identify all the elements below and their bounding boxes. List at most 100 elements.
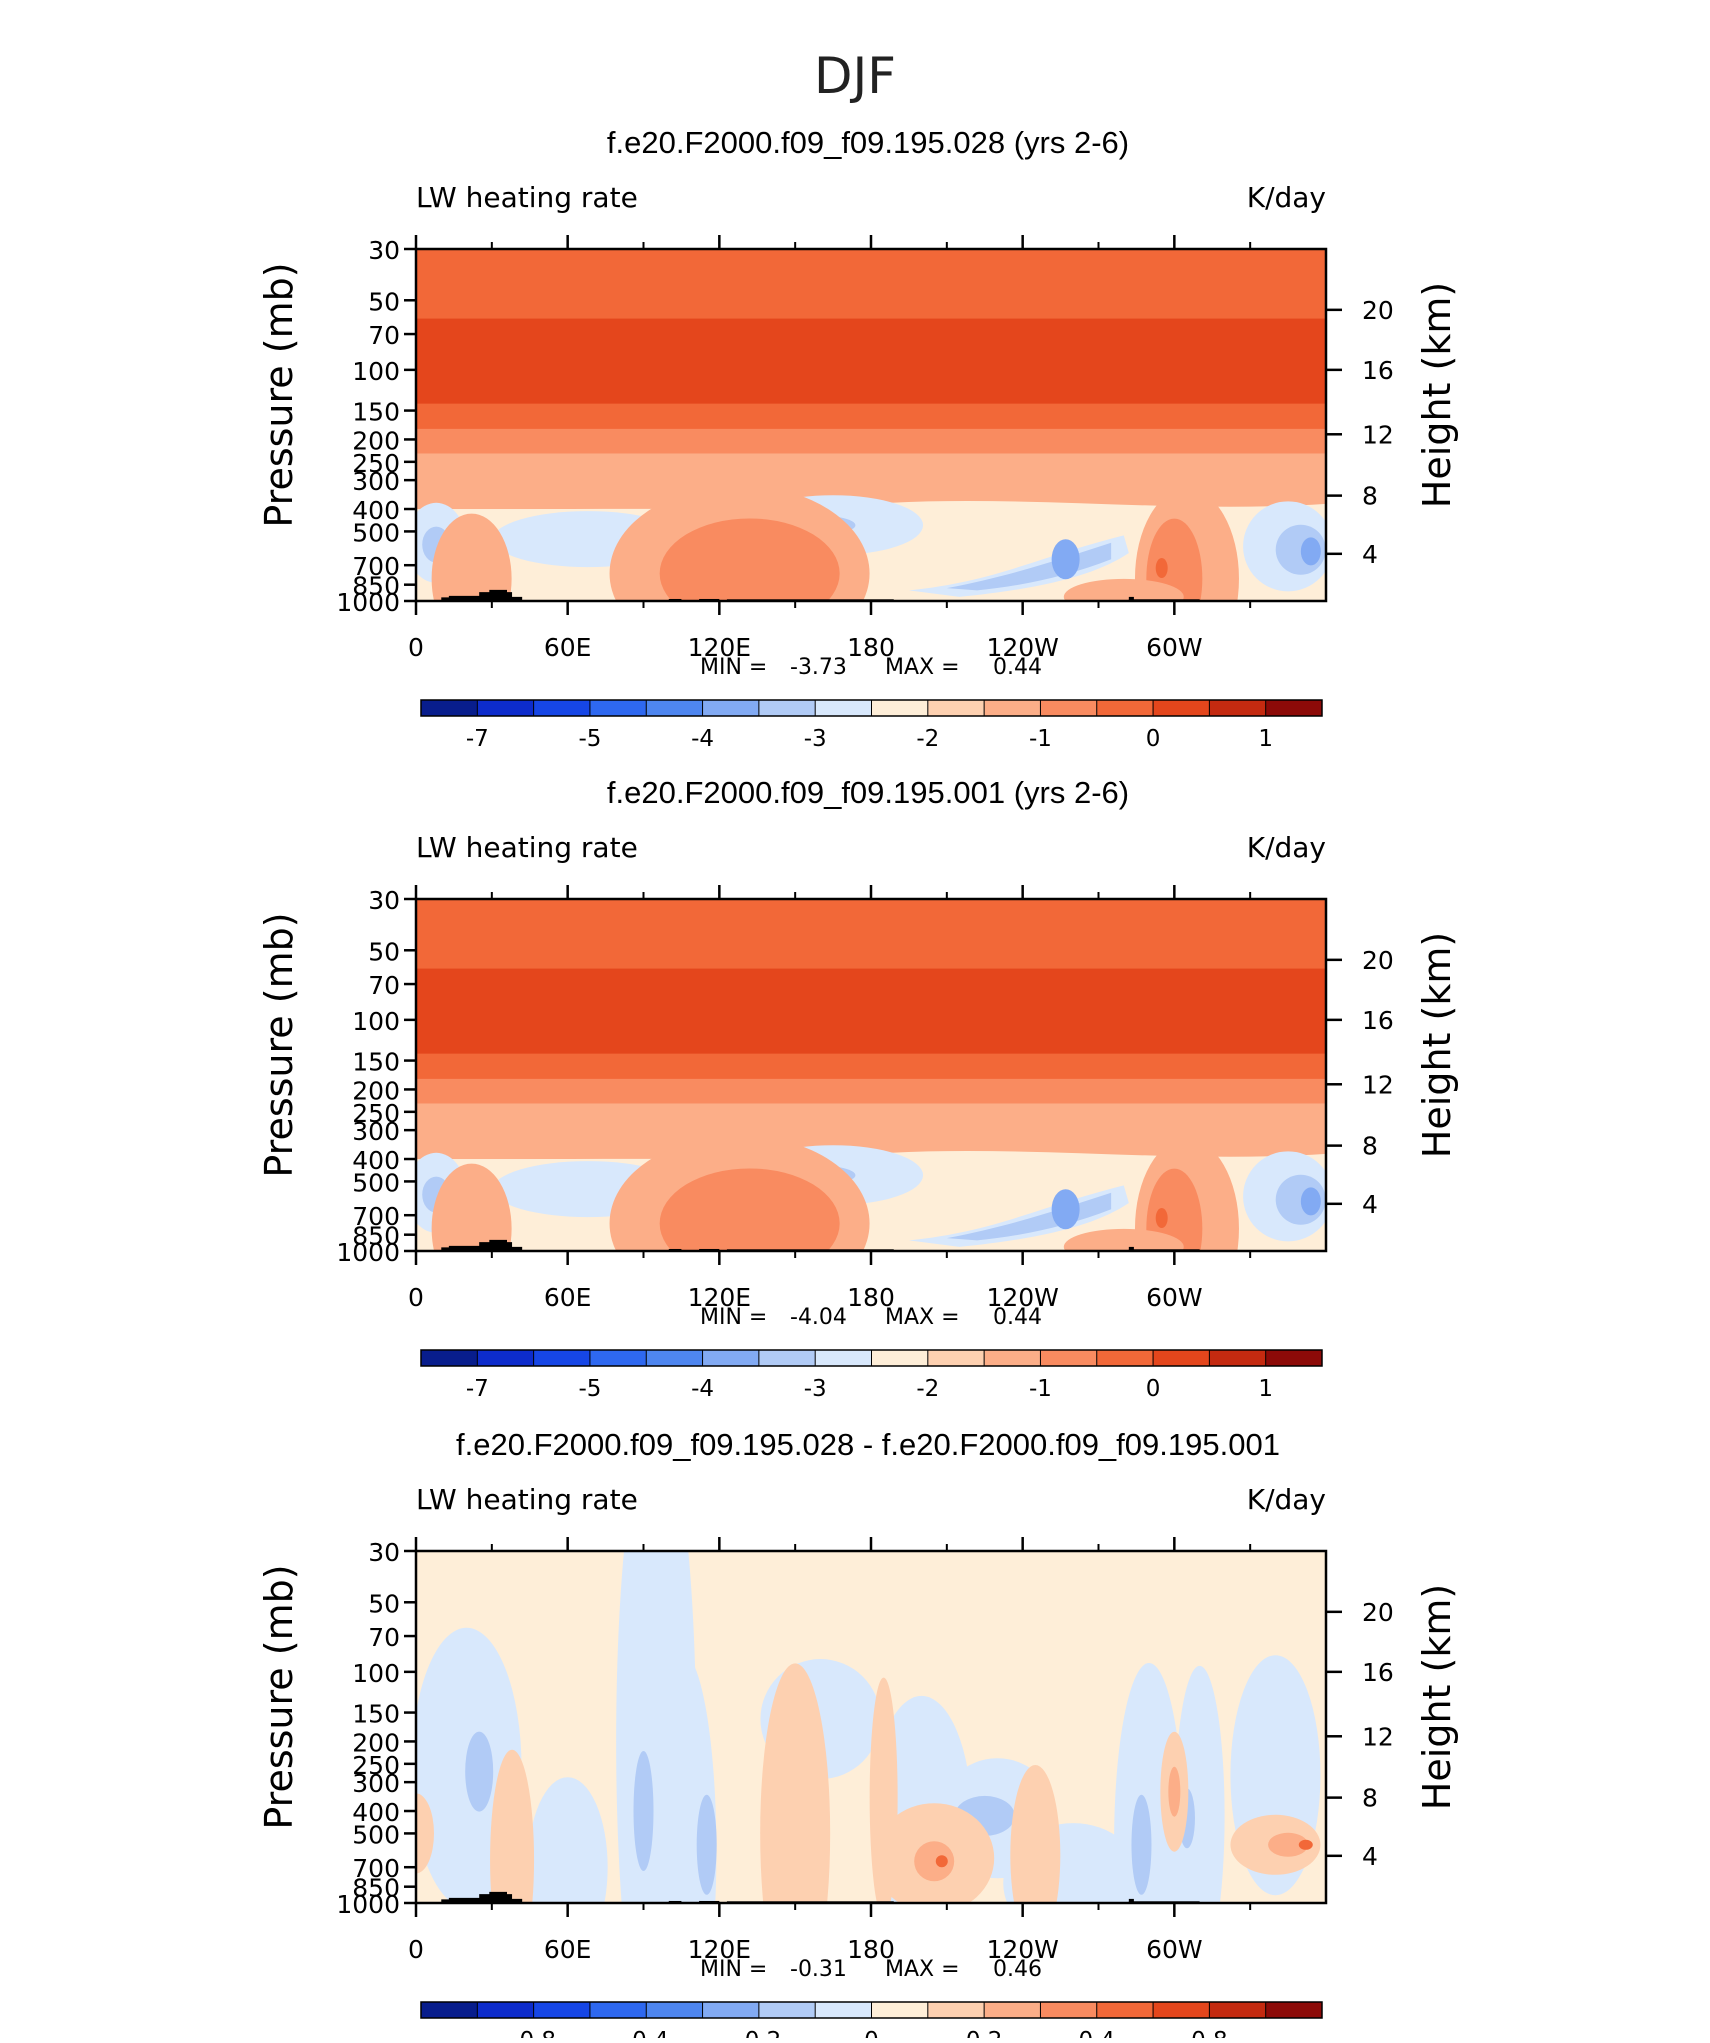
field-diff-orange bbox=[1010, 1765, 1061, 1903]
colorbar-swatch bbox=[702, 1350, 760, 1366]
y-tick-label: 50 bbox=[368, 937, 400, 966]
field-diff-blue bbox=[527, 1777, 608, 1903]
colorbar-swatch bbox=[758, 700, 816, 716]
colorbar-swatch bbox=[1153, 1350, 1210, 1366]
y-tick-label: 150 bbox=[352, 1048, 400, 1077]
y-tick-label: 700 bbox=[352, 1854, 400, 1883]
colorbar-swatch bbox=[758, 2002, 816, 2018]
y-tick-label: 850 bbox=[352, 1222, 400, 1251]
colorbar-swatch bbox=[1096, 700, 1154, 716]
colorbar-swatch bbox=[421, 700, 478, 716]
y-tick-label: 250 bbox=[352, 1751, 400, 1780]
colorbar-swatch bbox=[1209, 700, 1267, 716]
field-diff-orange bbox=[760, 1663, 831, 1903]
colorbar-swatch bbox=[702, 700, 760, 716]
terrain bbox=[1128, 1246, 1134, 1251]
y-tick-label: 100 bbox=[352, 1007, 400, 1036]
field-blue-atlantic-core bbox=[1300, 1187, 1321, 1216]
colorbar-label: 0.4 bbox=[1078, 2028, 1115, 2038]
field-orange-andes bbox=[1063, 578, 1184, 601]
colorbar-swatch bbox=[1209, 2002, 1267, 2018]
colorbar-label: -1 bbox=[1029, 726, 1052, 752]
stat-min-label: MIN = bbox=[700, 1305, 767, 1330]
height-tick-label: 16 bbox=[1362, 356, 1394, 385]
colorbar-swatch bbox=[589, 1350, 647, 1366]
x-tick-label: 120E bbox=[688, 1283, 752, 1312]
field-blue-atlantic-core bbox=[1300, 537, 1321, 566]
y-tick-label: 700 bbox=[352, 552, 400, 581]
colorbar-swatch bbox=[871, 1350, 929, 1366]
colorbar-swatch bbox=[421, 1350, 478, 1366]
colorbar-swatch bbox=[702, 2002, 760, 2018]
x-tick-label: 60W bbox=[1146, 1283, 1203, 1312]
x-tick-label: 120E bbox=[688, 633, 752, 662]
colorbar-swatch bbox=[533, 2002, 591, 2018]
colorbar-label: -4 bbox=[691, 726, 714, 752]
colorbar-swatch bbox=[646, 700, 704, 716]
y-tick-label: 250 bbox=[352, 449, 400, 478]
terrain-africa bbox=[441, 589, 523, 601]
field-orange-andes bbox=[1063, 1228, 1184, 1251]
height-tick-label: 8 bbox=[1362, 482, 1378, 511]
field-orange-africa bbox=[431, 1163, 512, 1251]
y-tick-label: 200 bbox=[352, 1076, 400, 1105]
y-tick-label: 1000 bbox=[336, 588, 400, 617]
field-orange-spot bbox=[1155, 558, 1168, 579]
stat-min-label: MIN = bbox=[700, 655, 767, 680]
colorbar-swatch bbox=[871, 2002, 929, 2018]
y-axis-label: Pressure (mb) bbox=[257, 262, 301, 527]
y-axis-right-label: Height (km) bbox=[1415, 282, 1459, 508]
colorbar-swatch bbox=[477, 1350, 535, 1366]
panel-title: f.e20.F2000.f09_f09.195.001 (yrs 2-6) bbox=[607, 775, 1129, 810]
field-diff-orange-core bbox=[1168, 1766, 1181, 1817]
field-orange-maritime-core bbox=[659, 1168, 840, 1251]
colorbar-swatch bbox=[984, 700, 1041, 716]
colorbar-label: -7 bbox=[466, 726, 489, 752]
field-diff-blue-core bbox=[465, 1731, 494, 1812]
stat-max-value: 0.46 bbox=[993, 1957, 1042, 1982]
x-tick-label: 120W bbox=[986, 1283, 1058, 1312]
colorbar-label: 1 bbox=[1258, 726, 1273, 752]
y-tick-label: 50 bbox=[368, 287, 400, 316]
y-tick-label: 400 bbox=[352, 1798, 400, 1827]
x-tick-label: 60W bbox=[1146, 1935, 1203, 1964]
x-tick-label: 180 bbox=[847, 1935, 895, 1964]
y-tick-label: 500 bbox=[352, 1820, 400, 1849]
height-tick-label: 16 bbox=[1362, 1658, 1394, 1687]
field-diff-blue-core bbox=[633, 1751, 654, 1872]
x-tick-label: 180 bbox=[847, 1283, 895, 1312]
field-blue-east-pacific-core bbox=[1051, 1189, 1080, 1230]
stat-max-label: MAX = bbox=[885, 1957, 960, 1982]
field-diff-orange bbox=[416, 1793, 434, 1874]
field-blue-east-pacific-core bbox=[1051, 539, 1080, 580]
y-tick-label: 400 bbox=[352, 1146, 400, 1175]
y-tick-label: 300 bbox=[352, 467, 400, 496]
colorbar-swatch bbox=[1096, 2002, 1154, 2018]
field-diff-orange-peak bbox=[1298, 1839, 1313, 1850]
y-axis-right-label: Height (km) bbox=[1415, 1584, 1459, 1810]
stat-max-value: 0.44 bbox=[993, 655, 1042, 680]
panels: f.e20.F2000.f09_f09.195.028 (yrs 2-6) LW … bbox=[257, 125, 1459, 2043]
variable-label: LW heating rate bbox=[416, 831, 638, 864]
height-tick-label: 8 bbox=[1362, 1784, 1378, 1813]
colorbar-label: 0 bbox=[1146, 726, 1161, 752]
height-tick-label: 20 bbox=[1362, 946, 1394, 975]
height-tick-label: 4 bbox=[1362, 1842, 1378, 1871]
stat-max-label: MAX = bbox=[885, 1305, 960, 1330]
y-axis-label: Pressure (mb) bbox=[257, 912, 301, 1177]
colorbar-swatch bbox=[927, 700, 985, 716]
terrain bbox=[1128, 596, 1134, 601]
panel-title: f.e20.F2000.f09_f09.195.028 (yrs 2-6) bbox=[607, 125, 1129, 160]
height-tick-label: 12 bbox=[1362, 420, 1394, 449]
x-tick-label: 60E bbox=[544, 633, 592, 662]
terrain bbox=[1128, 1898, 1134, 1903]
colorbar-swatch bbox=[477, 700, 535, 716]
field-orange-south-america-core bbox=[1146, 518, 1203, 601]
y-tick-label: 100 bbox=[352, 357, 400, 386]
y-tick-label: 400 bbox=[352, 496, 400, 525]
units-label: K/day bbox=[1247, 1483, 1326, 1516]
terrain-africa bbox=[441, 1891, 523, 1903]
field-orange-africa bbox=[431, 513, 512, 601]
